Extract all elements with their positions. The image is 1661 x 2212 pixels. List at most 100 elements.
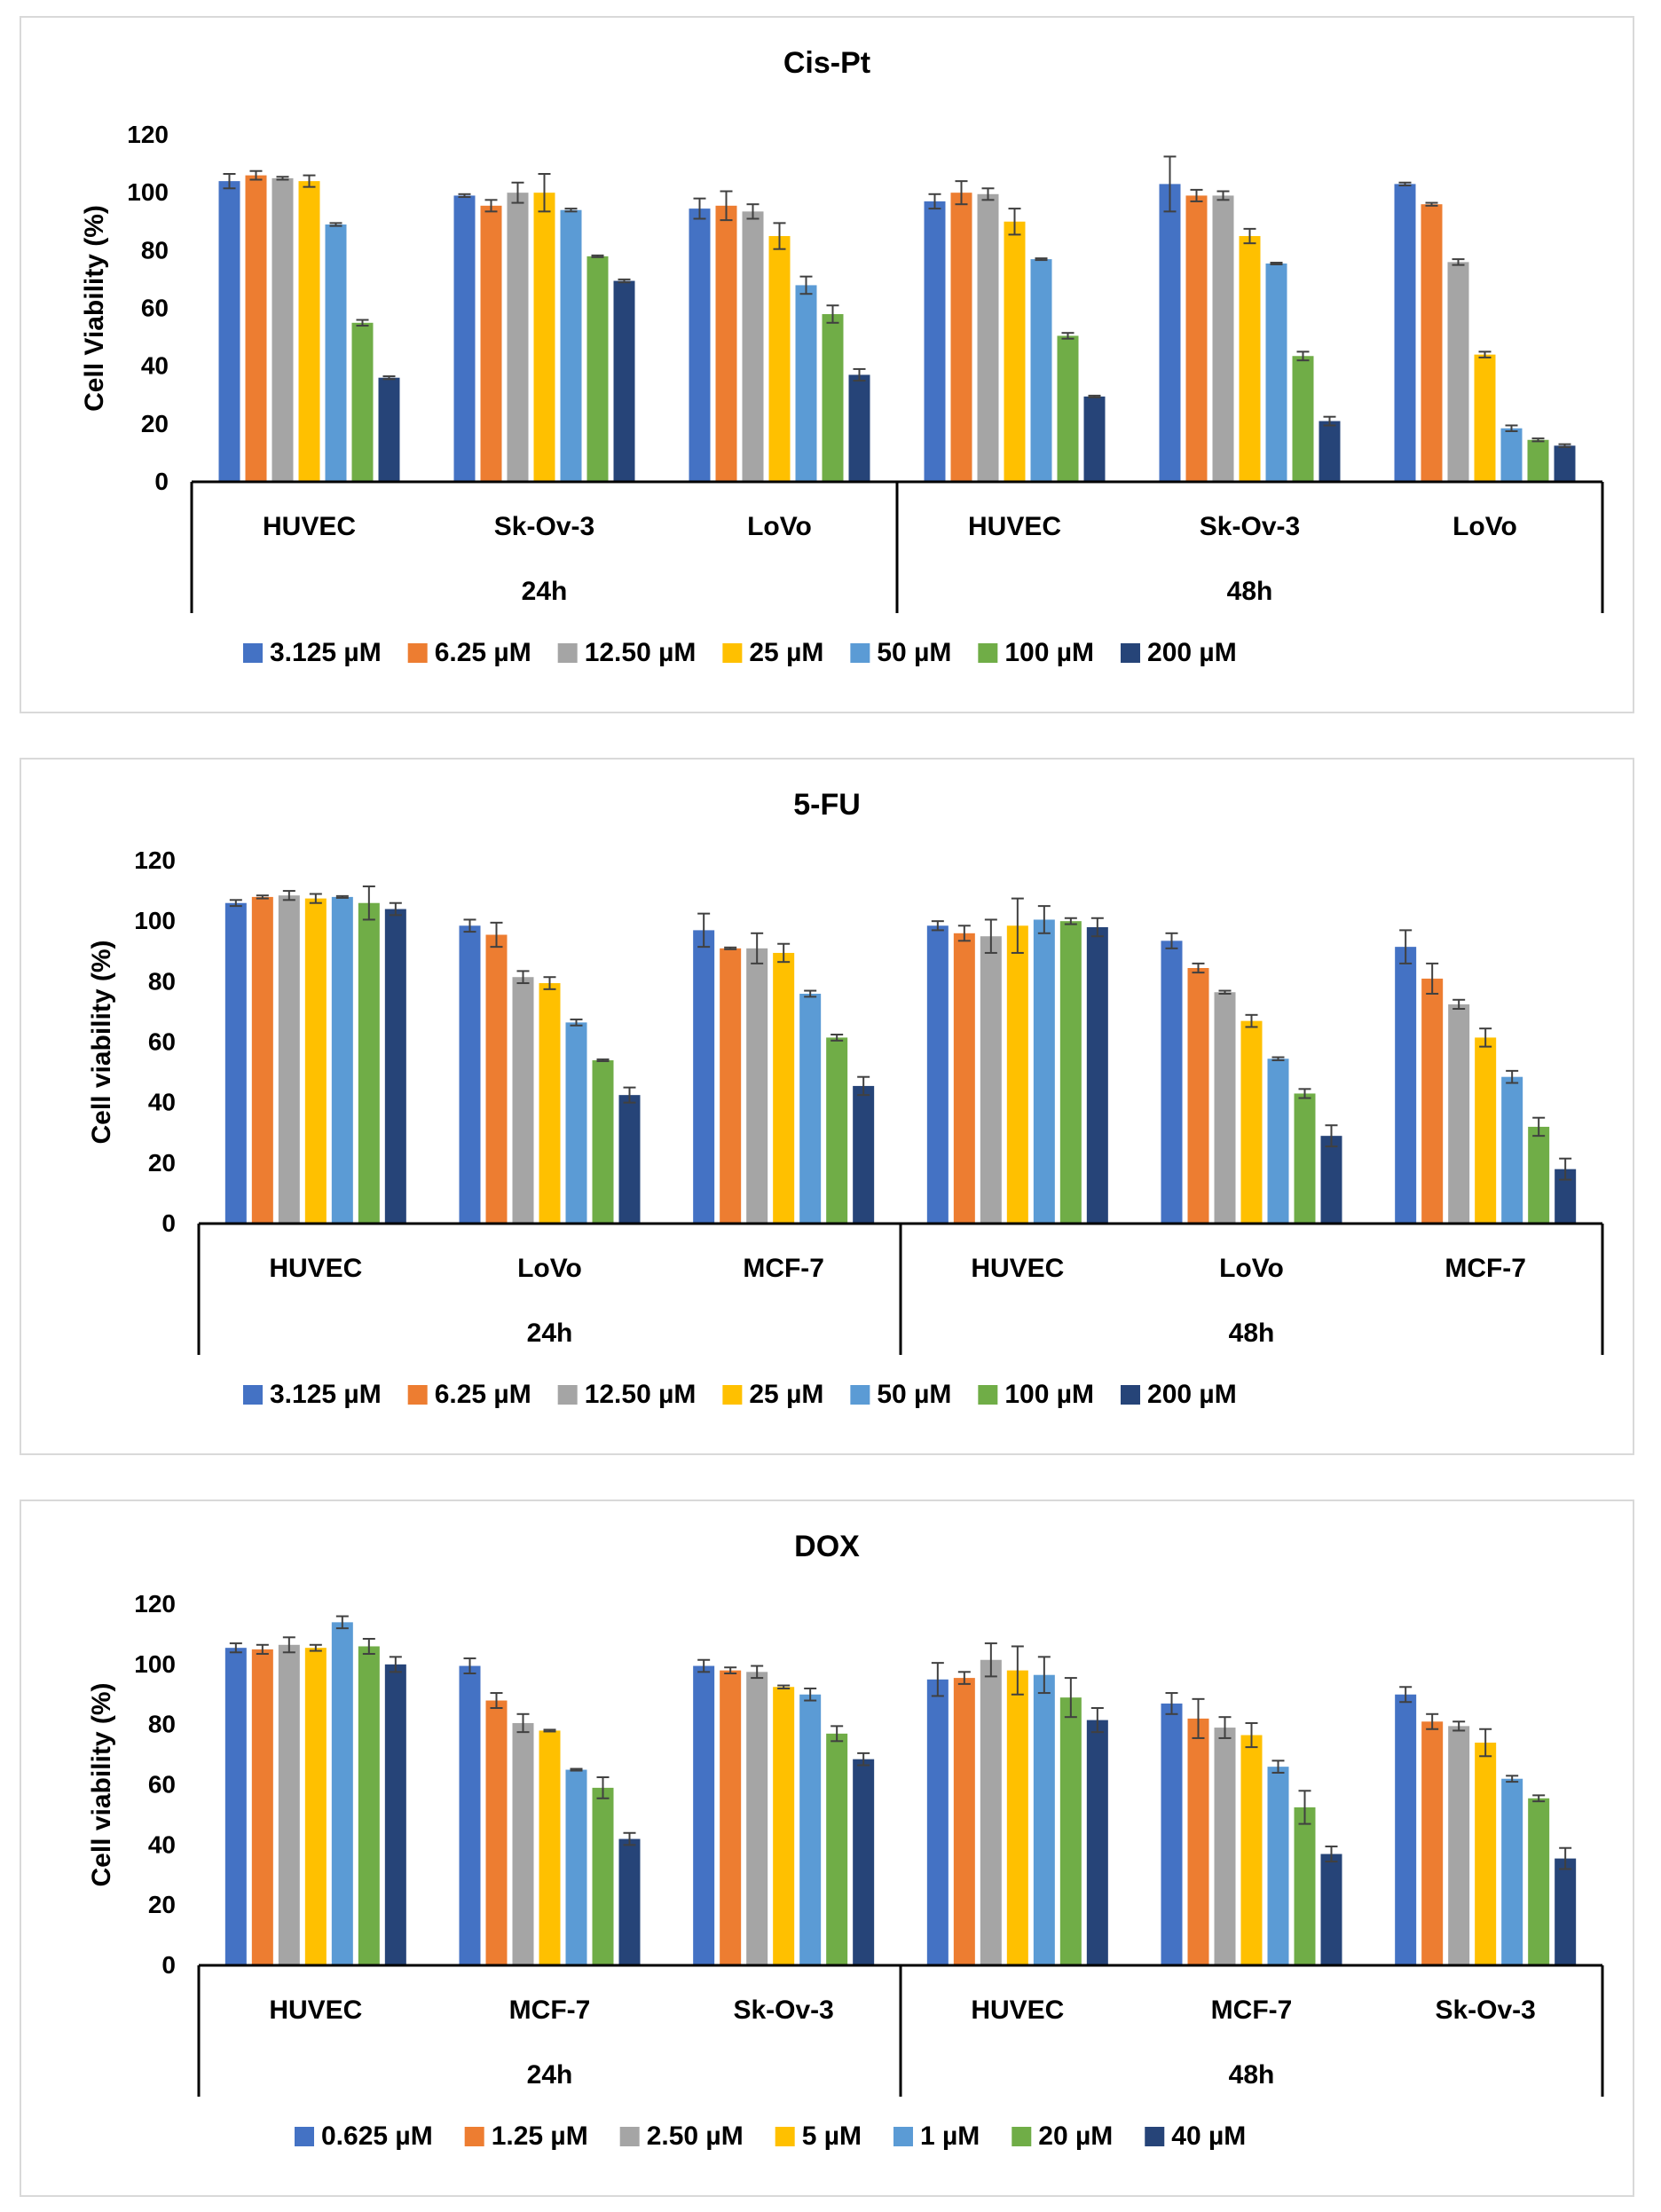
bar-sk-ov-3-40-m xyxy=(853,1759,875,1965)
x-category-label: HUVEC xyxy=(971,1996,1064,2025)
legend-label: 200 µM xyxy=(1147,638,1237,667)
legend-label: 6.25 µM xyxy=(435,638,531,667)
legend-swatch-6-25-m xyxy=(407,643,428,663)
bar-huvec-12-50-m xyxy=(977,193,999,482)
bar-lovo-100-m xyxy=(1294,1093,1316,1224)
bar-sk-ov-3-100-m xyxy=(1292,356,1314,482)
legend-swatch-1-25-m xyxy=(464,2127,484,2146)
bar-lovo-12-50-m xyxy=(1447,262,1469,482)
x-category-label: MCF-7 xyxy=(509,1996,591,2025)
chart-title: DOX xyxy=(794,1530,860,1563)
legend-label: 200 µM xyxy=(1147,1380,1237,1409)
bar-lovo-50-m xyxy=(1500,428,1523,482)
bar-sk-ov-3-2-50-m xyxy=(1448,1726,1470,1965)
legend-swatch-0-625-m xyxy=(295,2127,314,2146)
y-tick-label: 0 xyxy=(161,1951,176,1979)
legend-label: 2.50 µM xyxy=(647,2121,744,2151)
bar-lovo-12-50-m xyxy=(742,211,764,483)
y-tick-label: 80 xyxy=(141,236,169,264)
x-category-label: HUVEC xyxy=(971,1254,1064,1283)
bar-lovo-3-125-m xyxy=(1161,941,1183,1224)
x-category-label: HUVEC xyxy=(269,1996,362,2025)
chart-panel-cis-pt: Cis-Pt Cell Viability (%) 0 20 40 60 80 100 120 H… xyxy=(20,16,1634,713)
legend-label: 3.125 µM xyxy=(270,638,382,667)
x-category-label: HUVEC xyxy=(269,1254,362,1283)
x-group-label: 48h xyxy=(1227,577,1273,606)
legend-swatch-12-50-m xyxy=(557,643,578,663)
y-tick-label: 60 xyxy=(141,295,169,322)
bar-lovo-50-m xyxy=(1267,1059,1289,1224)
bar-sk-ov-3-6-25-m xyxy=(1185,195,1208,483)
legend-label: 5 µM xyxy=(802,2121,862,2151)
y-tick-label: 20 xyxy=(148,1891,176,1918)
bar-sk-ov-3-6-25-m xyxy=(480,205,502,482)
bar-mcf-7-50-m xyxy=(799,993,822,1224)
bar-huvec-50-m xyxy=(1030,259,1052,482)
chart-title: Cis-Pt xyxy=(783,46,870,80)
legend-label: 12.50 µM xyxy=(585,1380,697,1409)
legend-swatch-50-m xyxy=(850,1385,870,1405)
bar-lovo-100-m xyxy=(822,314,844,482)
bar-huvec-25-m xyxy=(1006,925,1028,1224)
bar-mcf-7-25-m xyxy=(773,952,795,1224)
x-category-label: LoVo xyxy=(747,512,812,541)
bar-sk-ov-3-3-125-m xyxy=(453,195,476,483)
y-tick-label: 20 xyxy=(141,410,169,437)
bar-sk-ov-3-20-m xyxy=(1528,1798,1550,1965)
bar-huvec-6-25-m xyxy=(251,896,273,1224)
y-tick-label: 120 xyxy=(127,121,169,148)
bar-mcf-7-12-50-m xyxy=(1448,1004,1470,1224)
bar-mcf-7-3-125-m xyxy=(693,930,715,1224)
bar-huvec-1-25-m xyxy=(251,1649,273,1965)
bar-sk-ov-3-200-m xyxy=(1319,421,1341,482)
bar-huvec-20-m xyxy=(358,1646,380,1965)
bar-huvec-40-m xyxy=(1086,1720,1108,1965)
y-tick-label: 80 xyxy=(148,967,176,995)
legend-swatch-40-m xyxy=(1145,2127,1165,2146)
bar-lovo-25-m xyxy=(1240,1020,1263,1224)
y-tick-label: 120 xyxy=(134,1590,176,1618)
bar-huvec-1-m xyxy=(331,1622,353,1965)
legend-swatch-100-m xyxy=(978,643,998,663)
bar-lovo-200-m xyxy=(618,1095,641,1224)
bar-lovo-200-m xyxy=(1554,445,1576,482)
y-tick-label: 100 xyxy=(127,178,169,206)
bar-mcf-7-40-m xyxy=(618,1838,641,1965)
bar-sk-ov-3-25-m xyxy=(1239,236,1261,482)
x-category-label: LoVo xyxy=(1219,1254,1284,1283)
bar-huvec-100-m xyxy=(351,322,374,482)
legend-swatch-1-m xyxy=(893,2127,913,2146)
legend-label: 6.25 µM xyxy=(435,1380,531,1409)
bar-mcf-7-40-m xyxy=(1320,1854,1342,1965)
bar-sk-ov-3-200-m xyxy=(613,280,635,482)
x-category-label: LoVo xyxy=(1452,512,1517,541)
bar-sk-ov-3-0-625-m xyxy=(693,1665,715,1965)
bar-huvec-5-m xyxy=(1006,1670,1028,1965)
x-group-label: 24h xyxy=(527,1319,573,1348)
bar-huvec-12-50-m xyxy=(980,936,1002,1224)
bar-mcf-7-1-m xyxy=(1267,1767,1289,1965)
bar-huvec-0-625-m xyxy=(224,1648,247,1965)
bar-sk-ov-3-100-m xyxy=(586,256,609,482)
bar-huvec-200-m xyxy=(378,377,400,482)
bar-huvec-25-m xyxy=(1004,221,1026,482)
bar-lovo-25-m xyxy=(539,983,561,1224)
bar-mcf-7-1-25-m xyxy=(1187,1718,1209,1965)
legend-swatch-25-m xyxy=(722,1385,743,1405)
y-tick-label: 80 xyxy=(148,1711,176,1738)
y-tick-label: 40 xyxy=(141,352,169,380)
bar-lovo-12-50-m xyxy=(1214,992,1236,1224)
bar-mcf-7-50-m xyxy=(1501,1076,1523,1224)
y-tick-label: 40 xyxy=(148,1089,176,1116)
legend-label: 50 µM xyxy=(877,1380,951,1409)
bar-lovo-200-m xyxy=(848,374,870,482)
bar-sk-ov-3-50-m xyxy=(560,209,582,482)
bar-mcf-7-0-625-m xyxy=(1161,1703,1183,1965)
legend-swatch-5-m xyxy=(775,2127,795,2146)
legend-swatch-200-m xyxy=(1121,643,1141,663)
bar-huvec-50-m xyxy=(331,896,353,1224)
bar-sk-ov-3-50-m xyxy=(1265,263,1287,482)
bar-chart-5-fu: 5-FU Cell viability (%) 0 20 40 60 80 100 120 HUV… xyxy=(87,788,1604,1409)
bar-lovo-25-m xyxy=(1474,354,1496,482)
bar-huvec-1-25-m xyxy=(953,1678,975,1965)
